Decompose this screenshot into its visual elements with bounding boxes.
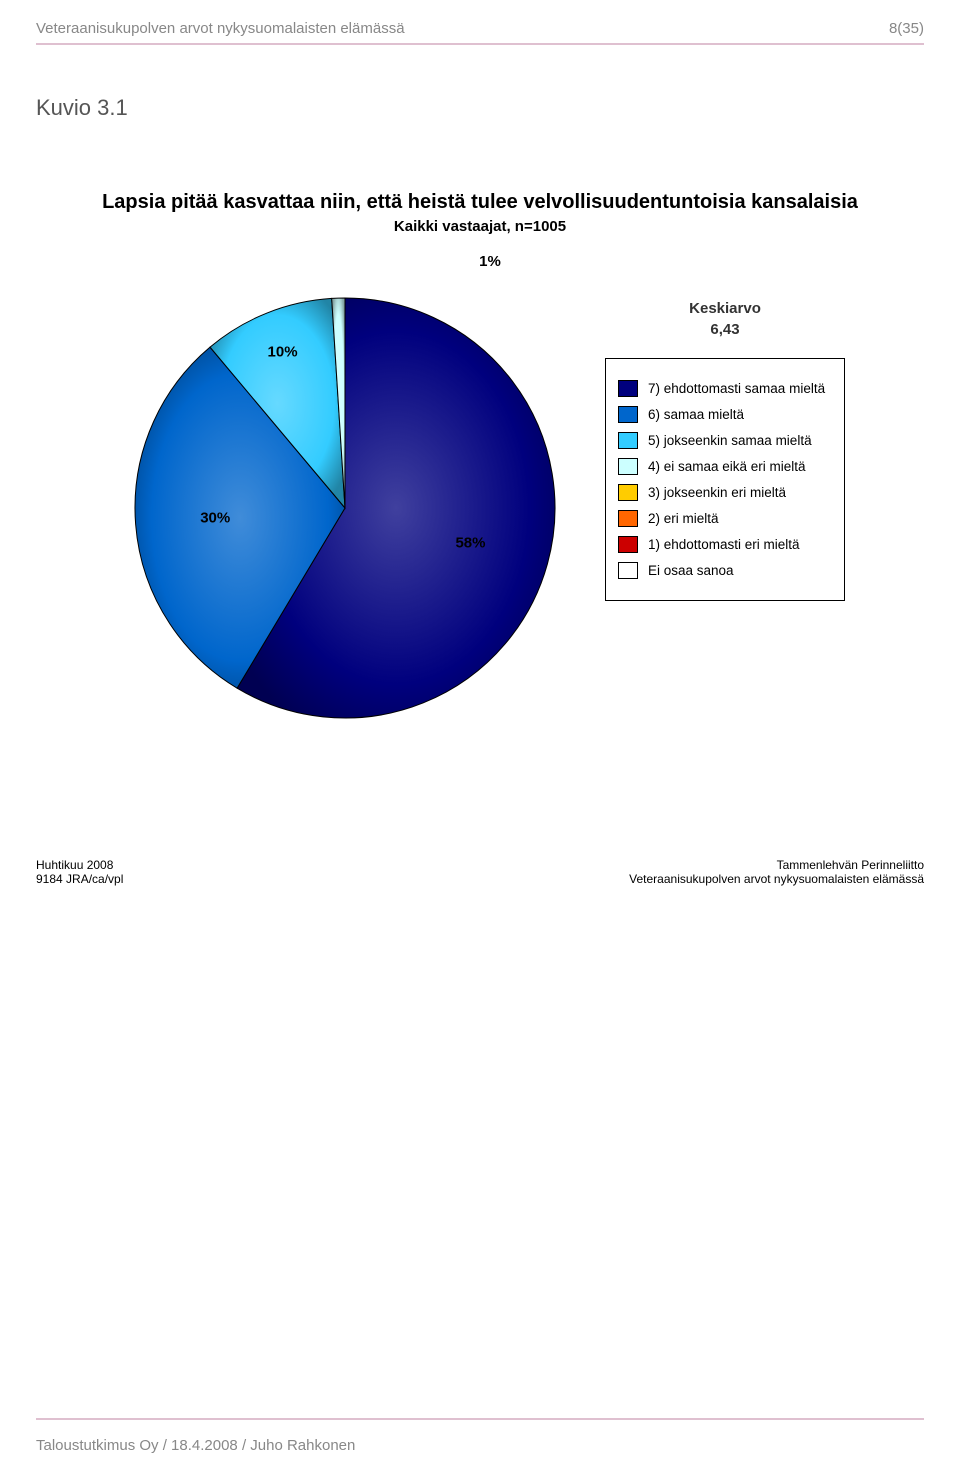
header-pagenum: 8(35) — [889, 20, 924, 37]
legend-header-top: Keskiarvo — [689, 300, 761, 317]
legend-label: 3) jokseenkin eri mieltä — [648, 485, 786, 500]
legend-item: Ei osaa sanoa — [618, 562, 832, 579]
legend-item: 1) ehdottomasti eri mieltä — [618, 536, 832, 553]
pie-slice-label: 10% — [268, 344, 298, 361]
legend-label: 2) eri mieltä — [648, 511, 719, 526]
source-right-2: Veteraanisukupolven arvot nykysuomalaist… — [629, 872, 924, 886]
pie-slice-label: 30% — [200, 510, 230, 527]
legend-label: 5) jokseenkin samaa mieltä — [648, 433, 812, 448]
page-header: Veteraanisukupolven arvot nykysuomalaist… — [36, 20, 924, 37]
legend-item: 6) samaa mieltä — [618, 406, 832, 423]
legend-swatch — [618, 562, 638, 579]
legend-item: 5) jokseenkin samaa mieltä — [618, 432, 832, 449]
outside-slice-label: 1% — [36, 253, 924, 270]
chart-title-block: Lapsia pitää kasvattaa niin, että heistä… — [36, 191, 924, 235]
source-left: Huhtikuu 2008 9184 JRA/ca/vpl — [36, 858, 123, 886]
pie-slice-label: 58% — [455, 534, 485, 551]
header-title: Veteraanisukupolven arvot nykysuomalaist… — [36, 20, 405, 37]
legend-swatch — [618, 484, 638, 501]
legend: Keskiarvo 6,43 7) ehdottomasti samaa mie… — [605, 298, 845, 601]
header-rule — [36, 43, 924, 45]
chart-title: Lapsia pitää kasvattaa niin, että heistä… — [36, 191, 924, 214]
legend-label: Ei osaa sanoa — [648, 563, 734, 578]
legend-swatch — [618, 380, 638, 397]
chart-subtitle: Kaikki vastaajat, n=1005 — [36, 218, 924, 235]
legend-header-value: 6,43 — [710, 321, 739, 338]
legend-label: 7) ehdottomasti samaa mieltä — [648, 381, 825, 396]
source-right-1: Tammenlehvän Perinneliitto — [629, 858, 924, 872]
source-left-2: 9184 JRA/ca/vpl — [36, 872, 123, 886]
legend-item: 7) ehdottomasti samaa mieltä — [618, 380, 832, 397]
legend-box: 7) ehdottomasti samaa mieltä 6) samaa mie… — [605, 358, 845, 601]
legend-item: 4) ei samaa eikä eri mieltä — [618, 458, 832, 475]
source-left-1: Huhtikuu 2008 — [36, 858, 123, 872]
legend-swatch — [618, 432, 638, 449]
legend-swatch — [618, 458, 638, 475]
legend-item: 3) jokseenkin eri mieltä — [618, 484, 832, 501]
chart-area: 58% 30% 10% Keskiarvo 6,43 7) ehdottomasti… — [36, 278, 924, 738]
footer-text: Taloustutkimus Oy / 18.4.2008 / Juho Rah… — [36, 1437, 355, 1454]
pie-chart: 58% 30% 10% — [115, 278, 575, 738]
source-block: Huhtikuu 2008 9184 JRA/ca/vpl Tammenlehv… — [36, 858, 924, 886]
figure-number: Kuvio 3.1 — [36, 95, 924, 121]
footer-rule — [36, 1418, 924, 1420]
legend-swatch — [618, 406, 638, 423]
legend-item: 2) eri mieltä — [618, 510, 832, 527]
legend-label: 6) samaa mieltä — [648, 407, 744, 422]
source-right: Tammenlehvän Perinneliitto Veteraanisuku… — [629, 858, 924, 886]
legend-swatch — [618, 510, 638, 527]
legend-header: Keskiarvo 6,43 — [605, 298, 845, 340]
legend-label: 4) ei samaa eikä eri mieltä — [648, 459, 806, 474]
legend-swatch — [618, 536, 638, 553]
legend-label: 1) ehdottomasti eri mieltä — [648, 537, 800, 552]
